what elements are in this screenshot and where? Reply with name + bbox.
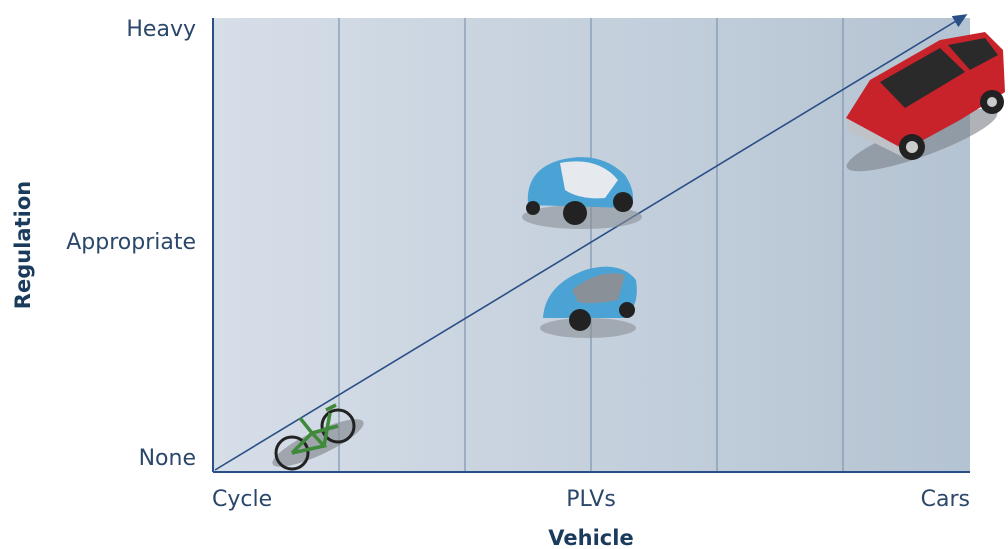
x-label: PLVs — [566, 487, 616, 512]
trend-arrow — [214, 14, 968, 471]
y-label: Appropriate — [66, 230, 196, 255]
bicycle-icon — [272, 403, 364, 471]
plv-pod-icon — [540, 266, 637, 338]
x-label: Cycle — [212, 487, 272, 512]
car-icon — [846, 32, 1005, 172]
x-label: Cars — [921, 487, 970, 512]
y-axis-title: Regulation — [11, 181, 35, 309]
y-label: None — [139, 446, 196, 471]
x-axis-title: Vehicle — [548, 526, 633, 549]
column-lines — [338, 18, 844, 472]
y-label: Heavy — [126, 17, 196, 42]
plv-car-icon — [522, 157, 642, 229]
